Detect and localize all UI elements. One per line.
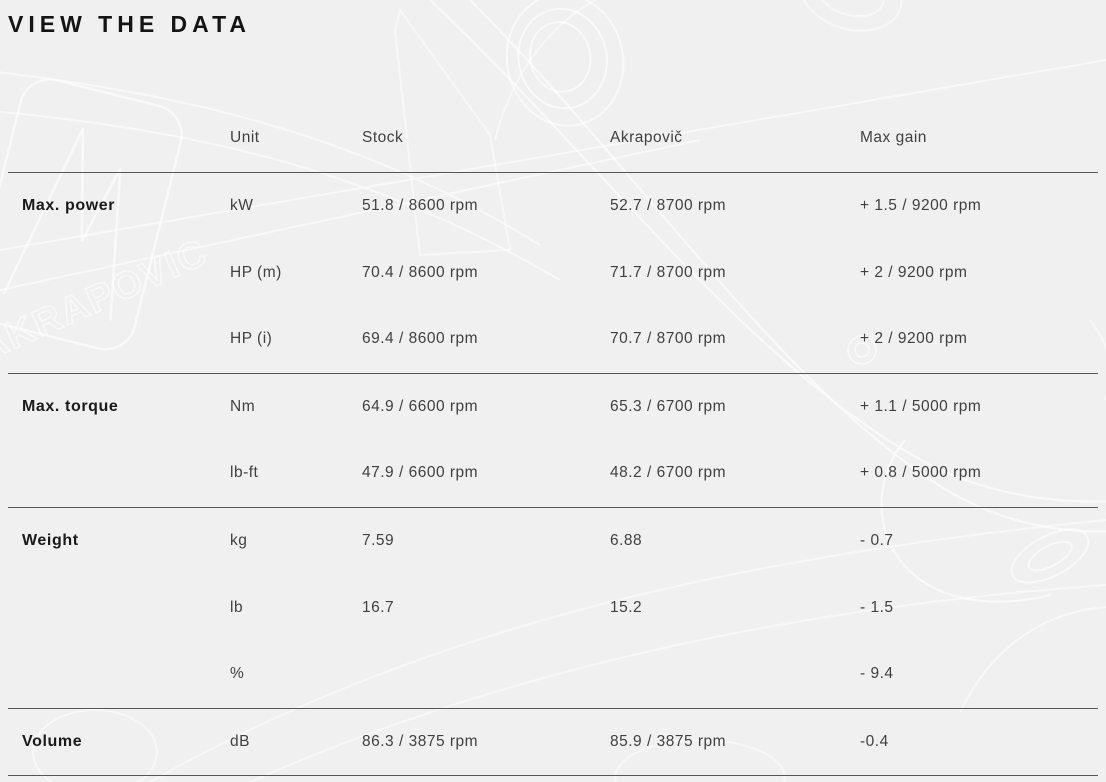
table-row: Max. power kW 51.8 / 8600 rpm 52.7 / 8700 r… (8, 171, 1098, 239)
header-unit: Unit (230, 129, 260, 147)
akrapovic-cell: 70.7 / 8700 rpm (610, 330, 727, 348)
spec-comparison-table: Unit Stock Akrapovič Max gain Max. power… (8, 105, 1098, 776)
akrapovic-cell: 6.88 (610, 506, 860, 574)
akrapovic-cell: 48.2 / 6700 rpm (610, 464, 727, 482)
table-row: Max. torque Nm 64.9 / 6600 rpm 65.3 / 6700 … (8, 372, 1098, 440)
row-group-label (8, 440, 230, 507)
row-group-label (8, 641, 230, 708)
max-gain-cell: + 0.8 / 5000 rpm (860, 464, 982, 482)
unit-cell: lb-ft (230, 464, 259, 482)
max-gain-cell: + 1.1 / 5000 rpm (860, 372, 1098, 440)
page-title: VIEW THE DATA (8, 11, 252, 37)
max-gain-cell: - 1.5 (860, 598, 894, 616)
unit-cell: HP (i) (230, 330, 273, 348)
akrapovic-cell: 15.2 (610, 598, 643, 616)
row-group-label (8, 574, 230, 641)
unit-cell: % (230, 665, 245, 683)
stock-cell: 47.9 / 6600 rpm (362, 464, 479, 482)
max-gain-cell: - 0.7 (860, 506, 1098, 574)
stock-cell: 86.3 / 3875 rpm (362, 707, 610, 776)
stock-cell: 69.4 / 8600 rpm (362, 330, 479, 348)
row-group-label (8, 306, 230, 373)
unit-cell: kW (230, 171, 362, 239)
max-gain-cell: + 1.5 / 9200 rpm (860, 171, 1098, 239)
stock-cell: 51.8 / 8600 rpm (362, 171, 610, 239)
row-group-label: Weight (8, 506, 230, 574)
unit-cell: lb (230, 598, 244, 616)
stock-cell (362, 641, 610, 708)
akrapovic-cell: 71.7 / 8700 rpm (610, 263, 727, 281)
stock-cell: 7.59 (362, 506, 610, 574)
row-group-label: Volume (8, 707, 230, 776)
akrapovic-cell: 65.3 / 6700 rpm (610, 372, 860, 440)
header-akrapovic: Akrapovič (610, 129, 683, 147)
row-group-label: Max. power (8, 171, 230, 239)
table-row: HP (i) 69.4 / 8600 rpm 70.7 / 8700 rpm + 2 … (8, 306, 1098, 373)
header-max-gain: Max gain (860, 129, 927, 147)
max-gain-cell: + 2 / 9200 rpm (860, 330, 968, 348)
unit-cell: HP (m) (230, 263, 282, 281)
unit-cell: Nm (230, 372, 362, 440)
akrapovic-cell: 52.7 / 8700 rpm (610, 171, 860, 239)
table-row: lb-ft 47.9 / 6600 rpm 48.2 / 6700 rpm + 0.8… (8, 440, 1098, 507)
max-gain-cell: -0.4 (860, 707, 1098, 776)
stock-cell: 70.4 / 8600 rpm (362, 263, 479, 281)
unit-cell: dB (230, 707, 362, 776)
table-row: Weight kg 7.59 6.88- 0.7 (8, 506, 1098, 574)
stock-cell: 64.9 / 6600 rpm (362, 372, 610, 440)
table-row: Volume dB 86.3 / 3875 rpm 85.9 / 3875 rpm -0… (8, 707, 1098, 776)
table-body: Max. power kW 51.8 / 8600 rpm 52.7 / 8700 r… (8, 171, 1098, 776)
row-group-label (8, 239, 230, 306)
unit-cell: kg (230, 506, 362, 574)
header-empty (8, 105, 230, 172)
table-row: lb 16.7 15.2 - 1.5 (8, 574, 1098, 641)
stock-cell: 16.7 (362, 598, 395, 616)
max-gain-cell: - 9.4 (860, 665, 894, 683)
akrapovic-cell: 85.9 / 3875 rpm (610, 707, 860, 776)
max-gain-cell: + 2 / 9200 rpm (860, 263, 968, 281)
table-row: % - 9.4 (8, 641, 1098, 708)
table-row: HP (m) 70.4 / 8600 rpm 71.7 / 8700 rpm + 2 … (8, 239, 1098, 306)
table-header-row: Unit Stock Akrapovič Max gain (8, 105, 1098, 172)
row-group-label: Max. torque (8, 372, 230, 440)
akrapovic-cell (610, 641, 860, 708)
header-stock: Stock (362, 129, 404, 147)
